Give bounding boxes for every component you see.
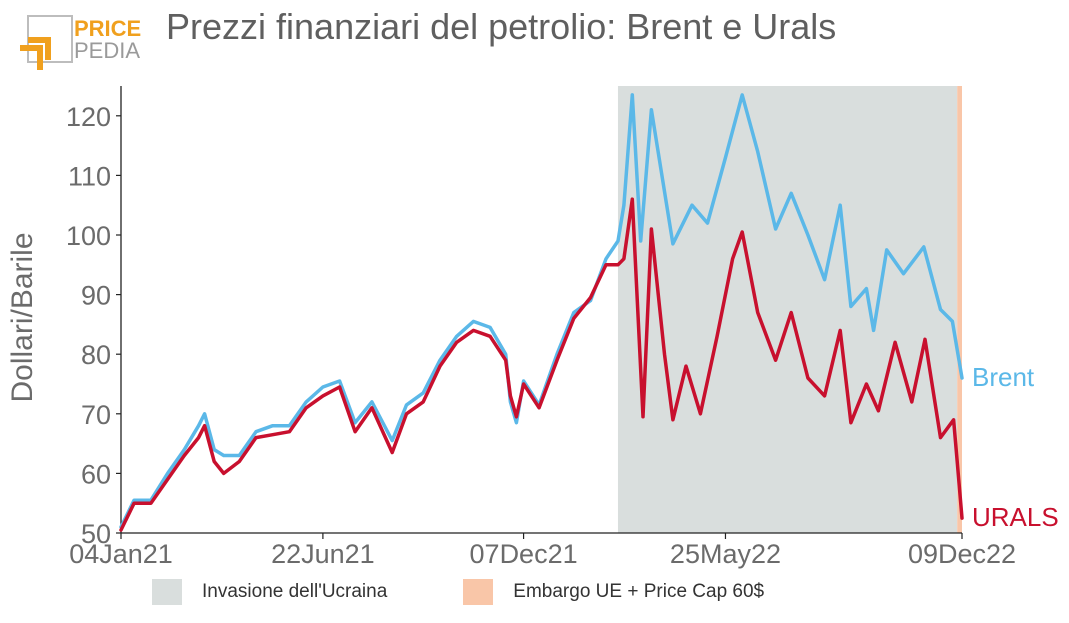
x-tick-label: 09Dec22 [908,539,1016,569]
y-tick-label: 120 [66,102,111,132]
y-tick-label: 110 [68,161,111,191]
shade-invasion [617,86,958,533]
legend-swatch-invasion [152,579,182,605]
x-tick-label: 22Jun21 [271,539,375,569]
y-axis-title: Dollari/Barile [6,232,39,402]
logo-mark: PRICE PEDIA [20,15,141,70]
x-tick-label: 04Jan21 [69,539,173,569]
shaded-regions [617,86,962,533]
legend-item-invasion: Invasione dell'Ucraina [152,579,387,605]
y-tick-label: 50 [81,519,111,549]
legend-label-invasion: Invasione dell'Ucraina [202,581,388,602]
tick-labels: 50 60 70 80 90 100 110 120 04Jan21 22Jun21 07Dec21… [6,102,1059,569]
legend-item-embargo: Embargo UE + Price Cap 60$ [463,579,764,605]
series-end-label-urals: URALS [972,502,1059,532]
y-tick-label: 80 [81,340,111,370]
legend-swatch-embargo [463,579,494,605]
logo-text-price: PRICE [74,16,141,41]
y-tick-label: 70 [81,400,111,430]
x-tick-label: 25May22 [670,539,781,569]
legend: Invasione dell'Ucraina Embargo UE + Pric… [152,578,840,606]
logo-text-pedia: PEDIA [74,38,140,63]
logo-bracket-inner [28,37,51,60]
y-tick-label: 90 [81,281,111,311]
series-lines [119,93,964,532]
axes [116,86,963,539]
series-line-urals [119,197,964,532]
y-tick-label: 60 [81,459,111,489]
legend-label-embargo: Embargo UE + Price Cap 60$ [513,581,765,602]
shade-embargo [957,86,962,533]
pricepedia-logo: PRICE PEDIA [10,12,145,76]
x-tick-label: 07Dec21 [470,539,578,569]
series-end-label-brent: Brent [972,362,1035,392]
chart-title: Prezzi finanziari del petrolio: Brent e … [166,6,837,47]
logo-bracket-outer [20,45,43,70]
y-tick-label: 100 [66,221,111,251]
